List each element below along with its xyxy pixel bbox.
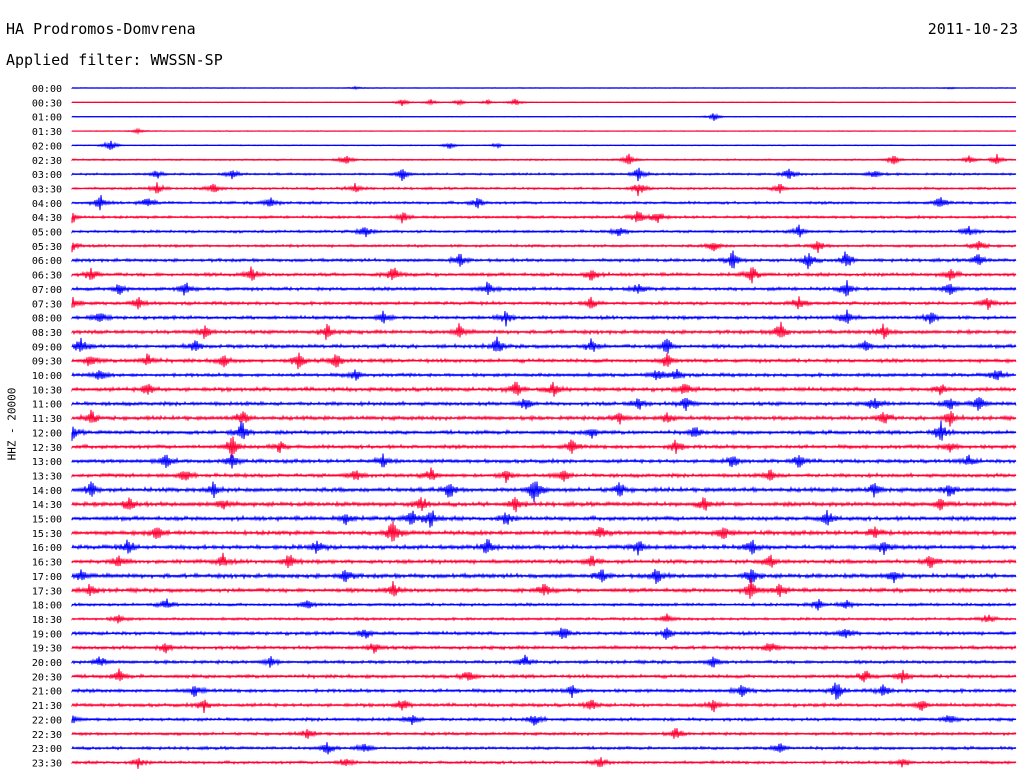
row-label: 02:00 xyxy=(32,141,62,152)
row-label: 10:30 xyxy=(32,385,62,396)
row-label: 11:30 xyxy=(32,414,62,425)
row-label: 19:30 xyxy=(32,644,62,655)
row-label: 22:00 xyxy=(32,715,62,726)
row-label: 18:00 xyxy=(32,601,62,612)
row-label: 09:00 xyxy=(32,342,62,353)
row-label: 08:00 xyxy=(32,314,62,325)
row-label: 03:30 xyxy=(32,184,62,195)
row-label: 12:30 xyxy=(32,443,62,454)
trace-line xyxy=(71,240,1017,253)
trace-line xyxy=(71,569,1017,585)
row-label: 02:30 xyxy=(32,156,62,167)
date-label: 2011-10-23 xyxy=(927,20,1018,38)
row-label: 04:00 xyxy=(32,199,62,210)
trace-line xyxy=(71,578,1017,599)
row-label: 14:30 xyxy=(32,500,62,511)
row-label: 20:30 xyxy=(32,672,62,683)
trace-line xyxy=(71,481,1017,503)
row-label: 08:30 xyxy=(32,328,62,339)
row-label: 21:30 xyxy=(32,701,62,712)
row-label: 16:30 xyxy=(32,558,62,569)
row-label: 10:00 xyxy=(32,371,62,382)
trace-line xyxy=(71,153,1017,165)
row-label: 17:30 xyxy=(32,586,62,597)
row-label: 20:00 xyxy=(32,658,62,669)
row-label: 15:00 xyxy=(32,515,62,526)
trace-line xyxy=(71,182,1017,197)
row-label: 22:30 xyxy=(32,730,62,741)
trace-group: 00:00 00:30 01:00 01:30 02:00 02:30 03:00 03:30… xyxy=(32,84,1017,769)
row-label: 18:30 xyxy=(32,615,62,626)
row-label: 04:30 xyxy=(32,213,62,224)
trace-line xyxy=(71,336,1017,354)
row-label: 05:00 xyxy=(32,228,62,239)
station-title: HA Prodromos-Domvrena xyxy=(6,20,196,38)
row-label: 09:30 xyxy=(32,357,62,368)
row-label: 14:00 xyxy=(32,486,62,497)
row-label: 11:00 xyxy=(32,400,62,411)
trace-line xyxy=(71,699,1017,714)
trace-line xyxy=(71,552,1017,569)
row-label: 00:30 xyxy=(32,98,62,109)
row-label: 12:00 xyxy=(32,428,62,439)
row-label: 03:00 xyxy=(32,170,62,181)
row-label: 06:00 xyxy=(32,256,62,267)
trace-line xyxy=(71,420,1017,441)
row-label: 17:00 xyxy=(32,572,62,583)
trace-line xyxy=(71,521,1017,542)
trace-line xyxy=(71,321,1017,340)
row-label: 07:00 xyxy=(32,285,62,296)
trace-line xyxy=(71,715,1017,726)
row-label: 23:00 xyxy=(32,744,62,755)
row-label: 23:30 xyxy=(32,758,62,769)
row-label: 13:00 xyxy=(32,457,62,468)
filter-label: Applied filter: WWSSN-SP xyxy=(6,51,223,69)
trace-line xyxy=(71,643,1017,654)
row-label: 16:00 xyxy=(32,543,62,554)
trace-line xyxy=(71,280,1017,297)
row-label: 21:00 xyxy=(32,687,62,698)
trace-line xyxy=(71,654,1017,668)
row-label: 05:30 xyxy=(32,242,62,253)
row-label: 15:30 xyxy=(32,529,62,540)
row-label: 01:00 xyxy=(32,113,62,124)
row-label: 19:00 xyxy=(32,629,62,640)
row-label: 07:30 xyxy=(32,299,62,310)
row-label: 06:30 xyxy=(32,271,62,282)
row-label: 00:00 xyxy=(32,84,62,95)
row-label: 01:30 xyxy=(32,127,62,138)
row-label: 13:30 xyxy=(32,471,62,482)
